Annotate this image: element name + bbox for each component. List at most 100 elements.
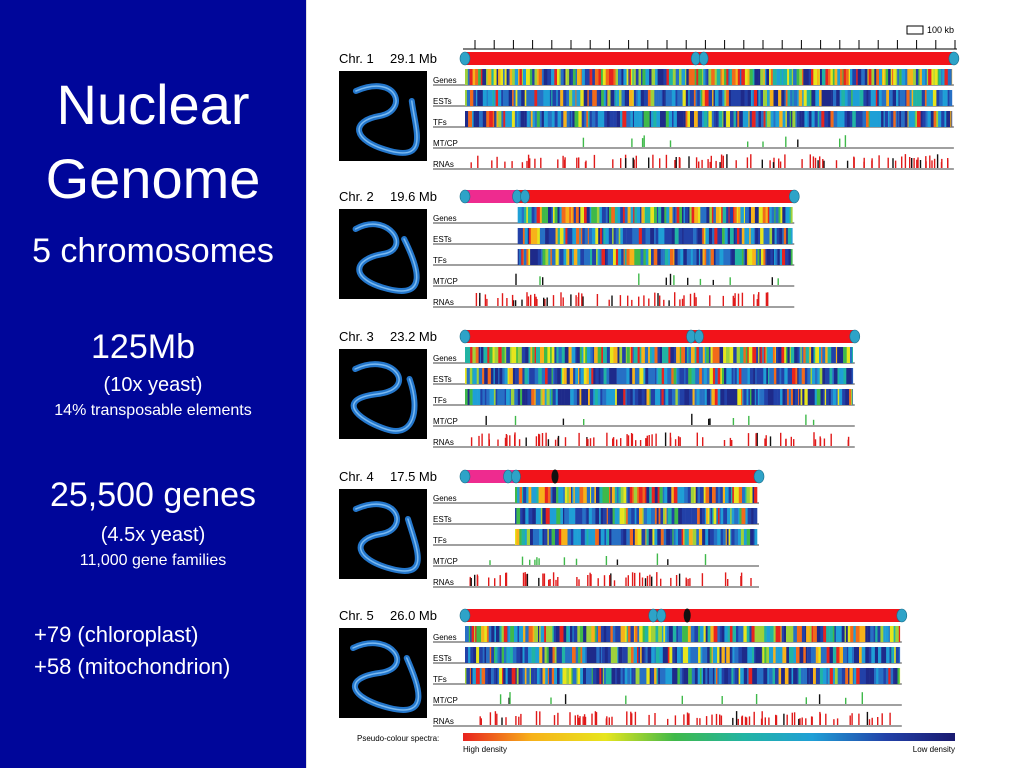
chromosome-bar [465,609,902,622]
centromere-right [698,51,709,66]
heterochromatin-knob [683,608,691,623]
telomere-right [753,469,765,484]
chromosome-dna-highlight [354,223,418,292]
track-label-rnas: RNAs [433,298,454,307]
transposable-elements: 14% transposable elements [54,402,252,419]
chloroplast-genes: +79 (chloroplast) [34,622,199,647]
centromere-right [520,189,530,204]
spectrum-high-label: High density [463,745,507,754]
track-label-tfs: TFs [433,256,447,265]
ests-density-track [465,90,953,106]
mtcp-insertions [485,413,815,425]
chromosome-size: 23.2 Mb [390,329,437,344]
track-label-ests: ESTs [433,515,452,524]
centromere-left [690,51,701,66]
centromere-right [656,608,667,623]
track-label-mtcp: MT/CP [433,557,458,566]
chromosome-label: Chr. 1 [339,51,374,66]
chromosome-size: 17.5 Mb [390,469,437,484]
tfs-density-track [465,111,953,127]
track-label-genes: Genes [433,494,457,503]
chromosome-label: Chr. 4 [339,469,374,484]
tfs-density-track [515,529,758,545]
nor-region [465,470,515,483]
chromosome-5: Chr. 5 26.0 Mb Genes ESTs TFs MT/CP RNAs [339,608,908,727]
track-label-rnas: RNAs [433,717,454,726]
slide-title-line-1: Nuclear [56,73,250,136]
track-label-mtcp: MT/CP [433,139,458,148]
gene-families: 11,000 gene families [79,552,227,569]
chromosome-4: Chr. 4 17.5 Mb Genes ESTs TFs MT/CP RNAs [339,469,765,588]
rna-genes [469,572,752,586]
track-label-ests: ESTs [433,654,452,663]
track-label-tfs: TFs [433,396,447,405]
telomere-left [459,189,471,204]
chromosome-label: Chr. 3 [339,329,374,344]
rna-genes [470,432,850,446]
centromere-left [503,469,513,484]
rna-genes [475,292,769,306]
telomere-right [896,608,908,623]
track-label-mtcp: MT/CP [433,277,458,286]
genes-density-track [465,69,953,85]
text-panel: Nuclear Genome 5 chromosomes 125Mb (10x … [0,0,306,768]
chromosome-3: Chr. 3 23.2 Mb Genes ESTs TFs MT/CP RNAs [339,329,861,448]
spectrum-low-label: Low density [913,745,955,754]
chromosome-size: 29.1 Mb [390,51,437,66]
scale-bar [906,25,924,35]
telomere-left [459,469,471,484]
genes-density-track [465,626,901,642]
track-label-genes: Genes [433,354,457,363]
telomere-right [849,329,861,344]
chromosome-bar [465,470,759,483]
ests-density-track [517,228,793,244]
genes-density-track [515,487,758,503]
track-label-genes: Genes [433,214,457,223]
mtcp-insertions [582,135,847,147]
genome-size: 125Mb [91,328,195,366]
gene-count: 25,500 genes [49,476,257,514]
chromosome-1: Chr. 1 29.1 Mb Genes ESTs TFs MT/CP RNAs [339,51,960,170]
tfs-density-track [465,389,853,405]
chromosome-map-figure: 100 kb Chr. 1 29.1 Mb Genes ESTs TFs MT/CP RNAs… [339,25,960,754]
centromere-left [686,329,696,344]
chromosome-bar [465,52,954,65]
mtcp-insertions [499,692,863,704]
track-label-mtcp: MT/CP [433,696,458,705]
ests-density-track [515,508,758,524]
chromosome-dna-highlight [355,85,418,154]
ests-density-track [465,647,901,663]
spectrum-label: Pseudo-colour spectra: [357,734,439,743]
mtcp-insertions [515,273,779,285]
gene-count-comparison: (4.5x yeast) [100,524,206,546]
track-label-genes: Genes [433,76,457,85]
nor-region [465,190,518,203]
track-label-tfs: TFs [433,536,447,545]
telomere-right [788,189,800,204]
track-label-tfs: TFs [433,118,447,127]
mitochondrion-genes: +58 (mitochondrion) [34,654,231,679]
centromere-left [512,189,522,204]
genome-size-comparison: (10x yeast) [103,374,203,396]
scale-bar-label: 100 kb [927,25,954,35]
centromere-right [694,329,704,344]
centromere-right [511,469,521,484]
subtitle-chromosomes: 5 chromosomes [32,232,274,270]
track-label-ests: ESTs [433,375,452,384]
spectrum-bar [463,733,955,741]
genes-density-track [517,207,793,223]
tfs-density-track [517,249,793,265]
chromosome-dna-highlight [353,363,416,432]
chromosome-bar [465,330,855,343]
centromere-left [648,608,659,623]
genes-density-track [465,347,853,363]
ests-density-track [465,368,854,384]
track-label-tfs: TFs [433,675,447,684]
ruler-ticks [474,40,956,49]
chromosome-label: Chr. 5 [339,608,374,623]
track-label-ests: ESTs [433,235,452,244]
track-label-genes: Genes [433,633,457,642]
heterochromatin-knob [551,469,559,484]
chromosome-size: 19.6 Mb [390,189,437,204]
chromosome-size: 26.0 Mb [390,608,437,623]
